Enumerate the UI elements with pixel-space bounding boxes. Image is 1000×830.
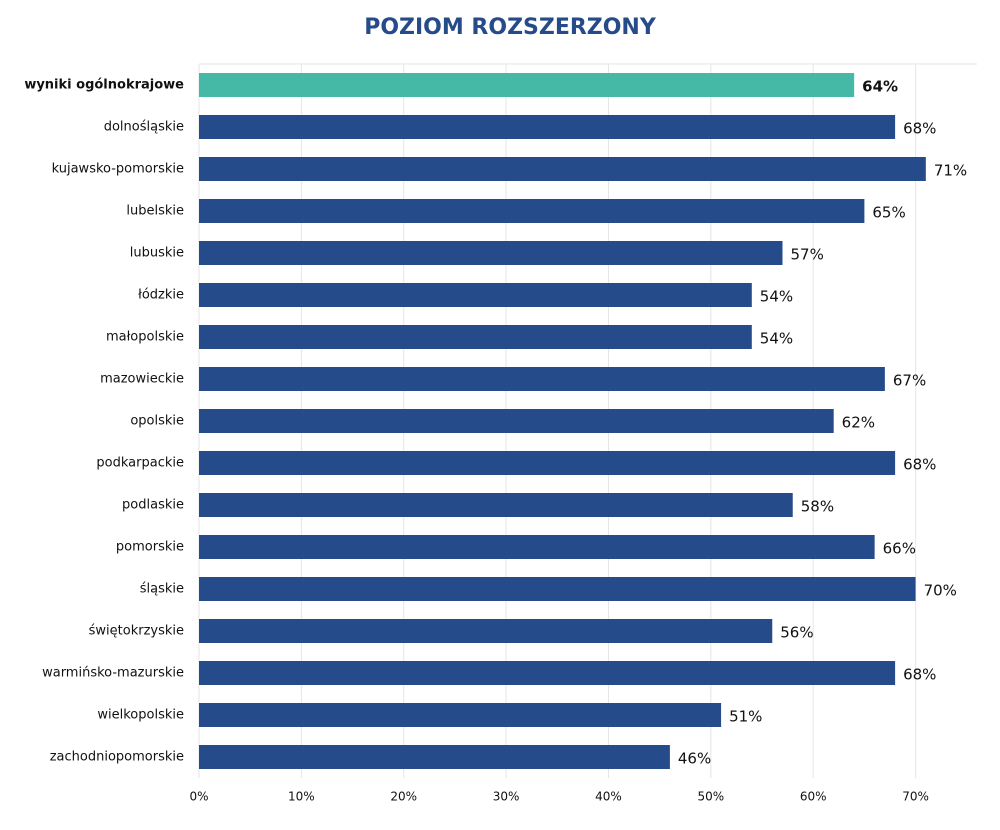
value-label: 62% (842, 414, 875, 432)
value-label: 46% (678, 750, 711, 768)
value-label: 71% (934, 162, 967, 180)
bar (199, 493, 793, 517)
bar (199, 157, 926, 181)
value-label: 54% (760, 330, 793, 348)
value-label: 51% (729, 708, 762, 726)
bar (199, 73, 855, 97)
bar (199, 703, 722, 727)
bar (199, 577, 916, 601)
x-tick-label: 60% (800, 790, 827, 804)
x-tick-label: 40% (595, 790, 622, 804)
value-label: 66% (883, 540, 916, 558)
chart-title: POZIOM ROZSZERZONY (364, 15, 657, 40)
category-label: zachodniopomorskie (50, 750, 184, 765)
x-tick-label: 30% (493, 790, 520, 804)
bar (199, 451, 896, 475)
value-label: 65% (872, 204, 905, 222)
bar (199, 745, 670, 769)
bar (199, 115, 896, 139)
x-tick-label: 0% (189, 790, 208, 804)
value-label: 67% (893, 372, 926, 390)
category-label: pomorskie (116, 540, 184, 555)
category-label: podlaskie (122, 498, 184, 513)
category-label: warmińsko-mazurskie (42, 666, 184, 681)
x-tick-label: 50% (698, 790, 725, 804)
category-label: lubuskie (130, 246, 184, 261)
bar (199, 661, 896, 685)
value-label: 56% (780, 624, 813, 642)
value-label: 57% (791, 246, 824, 264)
category-label: świętokrzyskie (89, 624, 184, 639)
category-label: mazowieckie (100, 372, 184, 387)
category-label: kujawsko-pomorskie (52, 162, 184, 177)
category-label: łódzkie (138, 288, 184, 303)
category-label: opolskie (130, 414, 184, 429)
x-tick-label: 20% (390, 790, 417, 804)
category-label: lubelskie (126, 204, 184, 219)
bar (199, 535, 875, 559)
x-tick-label: 70% (902, 790, 929, 804)
value-label: 70% (924, 582, 957, 600)
bar (199, 409, 834, 433)
value-label: 68% (903, 456, 936, 474)
value-label: 68% (903, 666, 936, 684)
bar (199, 619, 773, 643)
bar (199, 199, 865, 223)
value-label: 54% (760, 288, 793, 306)
category-label: wyniki ogólnokrajowe (24, 78, 184, 93)
value-label: 58% (801, 498, 834, 516)
bar (199, 241, 783, 265)
value-label: 68% (903, 120, 936, 138)
value-label: 64% (862, 78, 898, 96)
bar (199, 367, 885, 391)
bar (199, 283, 752, 307)
category-label: wielkopolskie (97, 708, 184, 723)
category-label: śląskie (140, 582, 184, 597)
category-label: małopolskie (106, 330, 184, 345)
bar (199, 325, 752, 349)
category-label: dolnośląskie (104, 120, 184, 135)
category-label: podkarpackie (96, 456, 184, 471)
x-tick-label: 10% (288, 790, 315, 804)
